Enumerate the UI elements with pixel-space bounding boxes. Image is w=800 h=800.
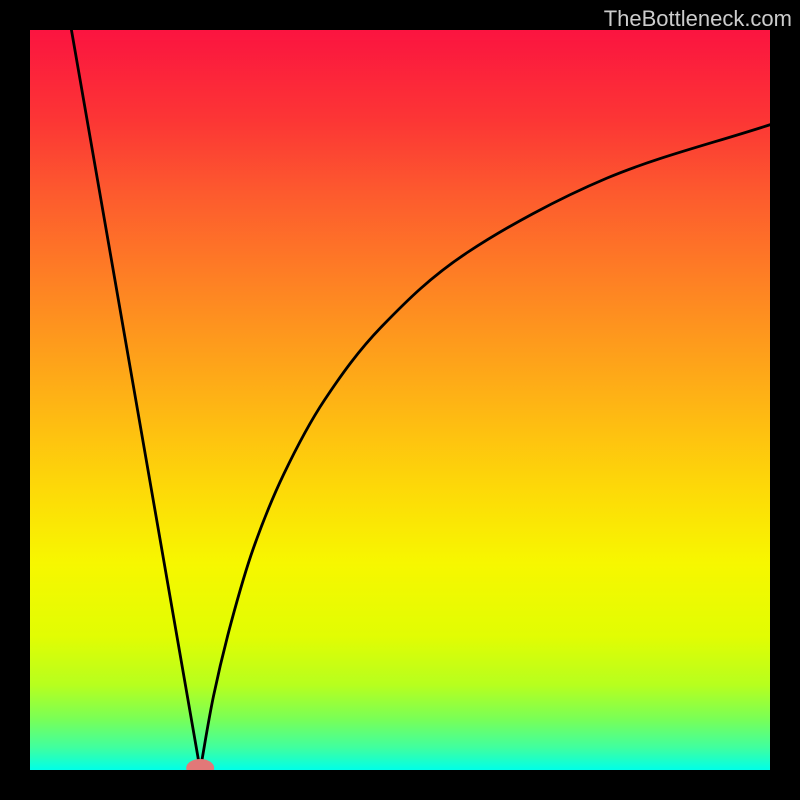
- plot-area: [30, 30, 770, 770]
- chart-frame: TheBottleneck.com: [0, 0, 800, 800]
- chart-svg: [30, 30, 770, 770]
- watermark-text: TheBottleneck.com: [604, 6, 792, 32]
- gradient-background: [30, 30, 770, 770]
